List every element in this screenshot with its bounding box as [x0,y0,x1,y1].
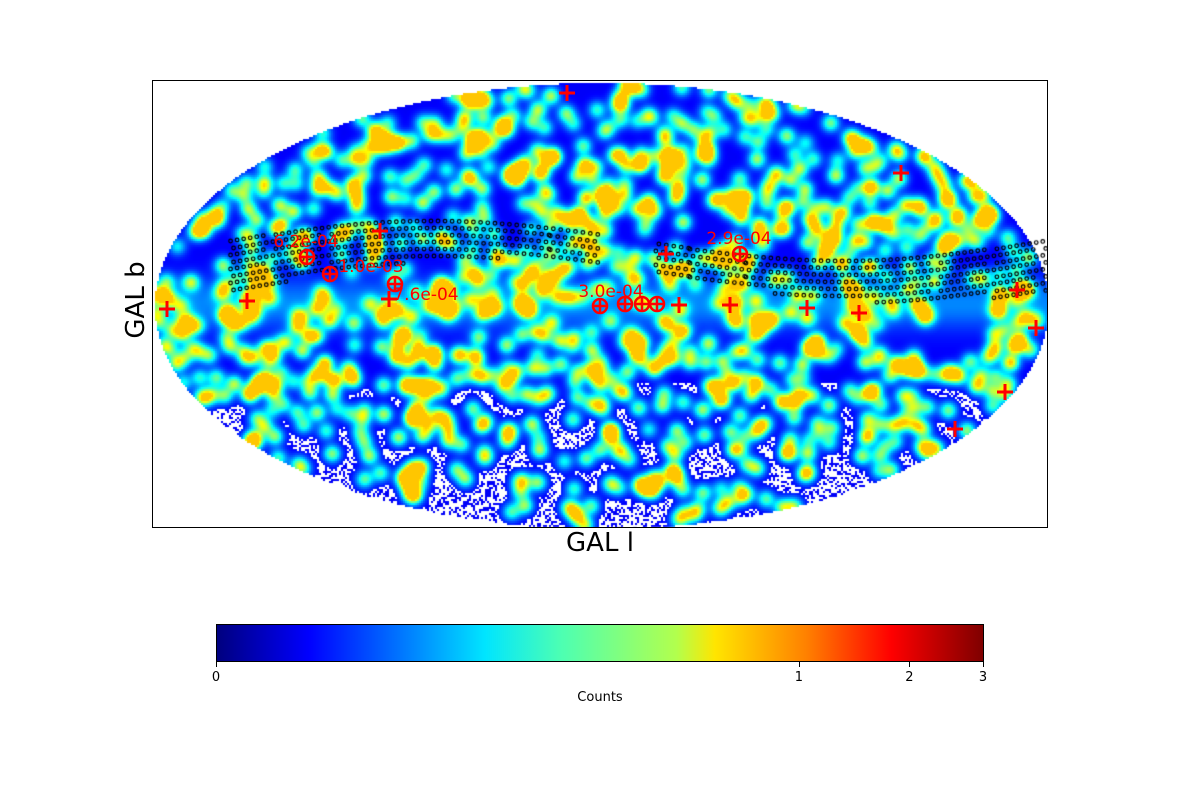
colorbar-tick [909,662,911,667]
plus-marker-icon [997,384,1013,400]
plus-marker-icon [381,291,397,307]
plus-marker-icon [658,246,674,262]
plus-marker-icon [1009,282,1025,298]
plus-marker-icon [239,293,255,309]
colorbar-label: Counts [577,690,623,705]
plus-marker-icon [671,297,687,313]
circled-plus-marker-icon [591,297,609,315]
circled-plus-marker-icon [731,245,749,263]
colorbar [216,624,984,662]
annotation-label: 6.2e-04 [273,232,338,252]
y-axis-label: GAL b [121,261,151,339]
x-axis-label: GAL l [566,528,634,558]
colorbar-tick-label: 0 [211,670,221,685]
circled-plus-marker-icon [648,295,666,313]
colorbar-tick [216,662,217,667]
plus-marker-icon [851,305,867,321]
circled-plus-marker-icon [616,295,634,313]
annotation-label: 3.0e-04 [578,282,643,302]
circled-plus-marker-icon [321,265,339,283]
plus-marker-icon [893,165,909,181]
marker-overlay: 6.2e-041.0e-03 7.6e-04 3.0e-04 2.9e-04 [159,85,1044,437]
colorbar-tick-label: 2 [905,670,914,685]
circled-plus-marker-icon [633,295,651,313]
annotation-label: 2.9e-04 [706,229,771,249]
annotation-label: 7.6e-04 [393,285,458,305]
colorbar-tick-label: 1 [794,670,804,685]
colorbar-tick [798,662,800,667]
plus-marker-icon [559,85,575,101]
circled-plus-marker-icon [298,248,316,266]
annotation-label: 1.0e-03 [338,257,403,277]
plus-marker-icon [1028,320,1044,336]
sky-map-axes: 6.2e-04 1.0e-03 7.6e-04 3.0e-04 2.9e-04 [152,80,1048,528]
colorbar-tick [983,662,984,667]
colorbar-tick-label: 3 [978,670,988,685]
plus-marker-icon [799,300,815,316]
plus-marker-icon [722,297,738,313]
circled-plus-marker-icon [386,275,404,293]
plus-marker-icon [947,421,963,437]
plus-marker-icon [372,223,388,239]
plus-marker-icon [159,301,175,317]
